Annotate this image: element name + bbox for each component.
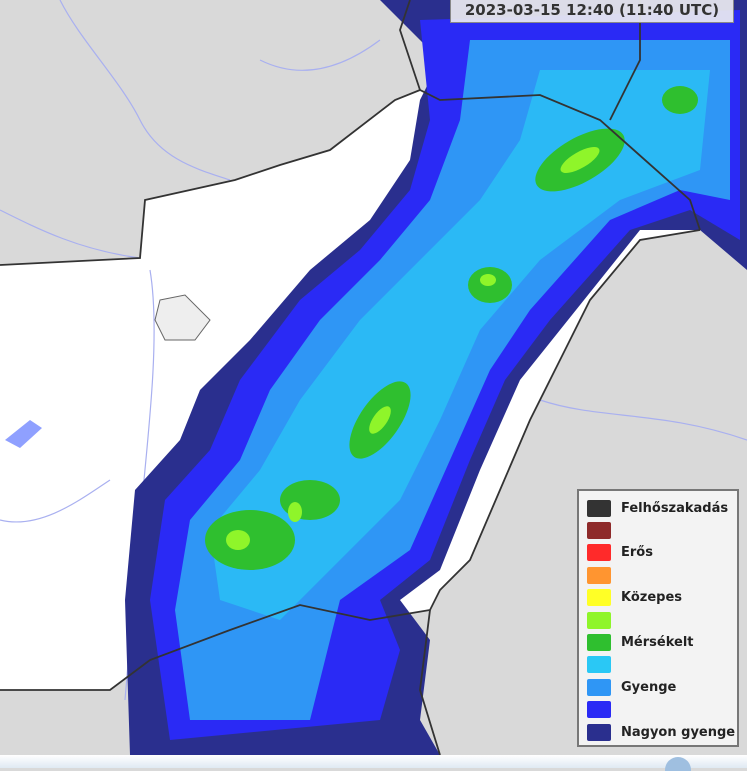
legend-label: Gyenge bbox=[621, 679, 677, 695]
legend-item-mersekelt: Mérsékelt bbox=[587, 631, 737, 653]
legend-swatch bbox=[587, 634, 611, 652]
legend-swatch bbox=[587, 656, 611, 674]
legend-item-kozepes: Közepes bbox=[587, 587, 737, 609]
legend-item-felhoszakadas: Felhőszakadás bbox=[587, 497, 737, 519]
legend-item-nagyon-gyenge: Nagyon gyenge bbox=[587, 721, 737, 743]
legend-swatch bbox=[587, 723, 611, 741]
radar-gyenge-light bbox=[210, 70, 710, 620]
timeline-bar[interactable] bbox=[0, 755, 747, 768]
legend-item bbox=[587, 564, 737, 586]
legend-item bbox=[587, 609, 737, 631]
legend-item bbox=[587, 699, 737, 721]
legend-label: Mérsékelt bbox=[621, 635, 694, 651]
lake-balaton bbox=[5, 420, 42, 448]
legend-label: Közepes bbox=[621, 590, 683, 606]
legend-swatch bbox=[587, 589, 611, 607]
legend-swatch bbox=[587, 678, 611, 696]
timestamp-label: 2023-03-15 12:40 (11:40 UTC) bbox=[450, 0, 734, 23]
legend-item bbox=[587, 519, 737, 541]
legend: Felhőszakadás Erős Közepes Mérsékelt Gye… bbox=[577, 489, 739, 747]
legend-label: Nagyon gyenge bbox=[621, 724, 736, 740]
legend-item bbox=[587, 654, 737, 676]
legend-label: Erős bbox=[621, 545, 653, 561]
legend-item-eros: Erős bbox=[587, 542, 737, 564]
radar-kozepes-light bbox=[226, 147, 600, 550]
legend-item-gyenge: Gyenge bbox=[587, 676, 737, 698]
legend-swatch bbox=[587, 566, 611, 584]
legend-label: Felhőszakadás bbox=[621, 500, 729, 516]
legend-swatch bbox=[587, 522, 611, 540]
budapest-district bbox=[154, 294, 211, 341]
legend-swatch bbox=[587, 499, 611, 517]
legend-swatch bbox=[587, 544, 611, 562]
legend-swatch bbox=[587, 701, 611, 719]
legend-swatch bbox=[587, 611, 611, 629]
